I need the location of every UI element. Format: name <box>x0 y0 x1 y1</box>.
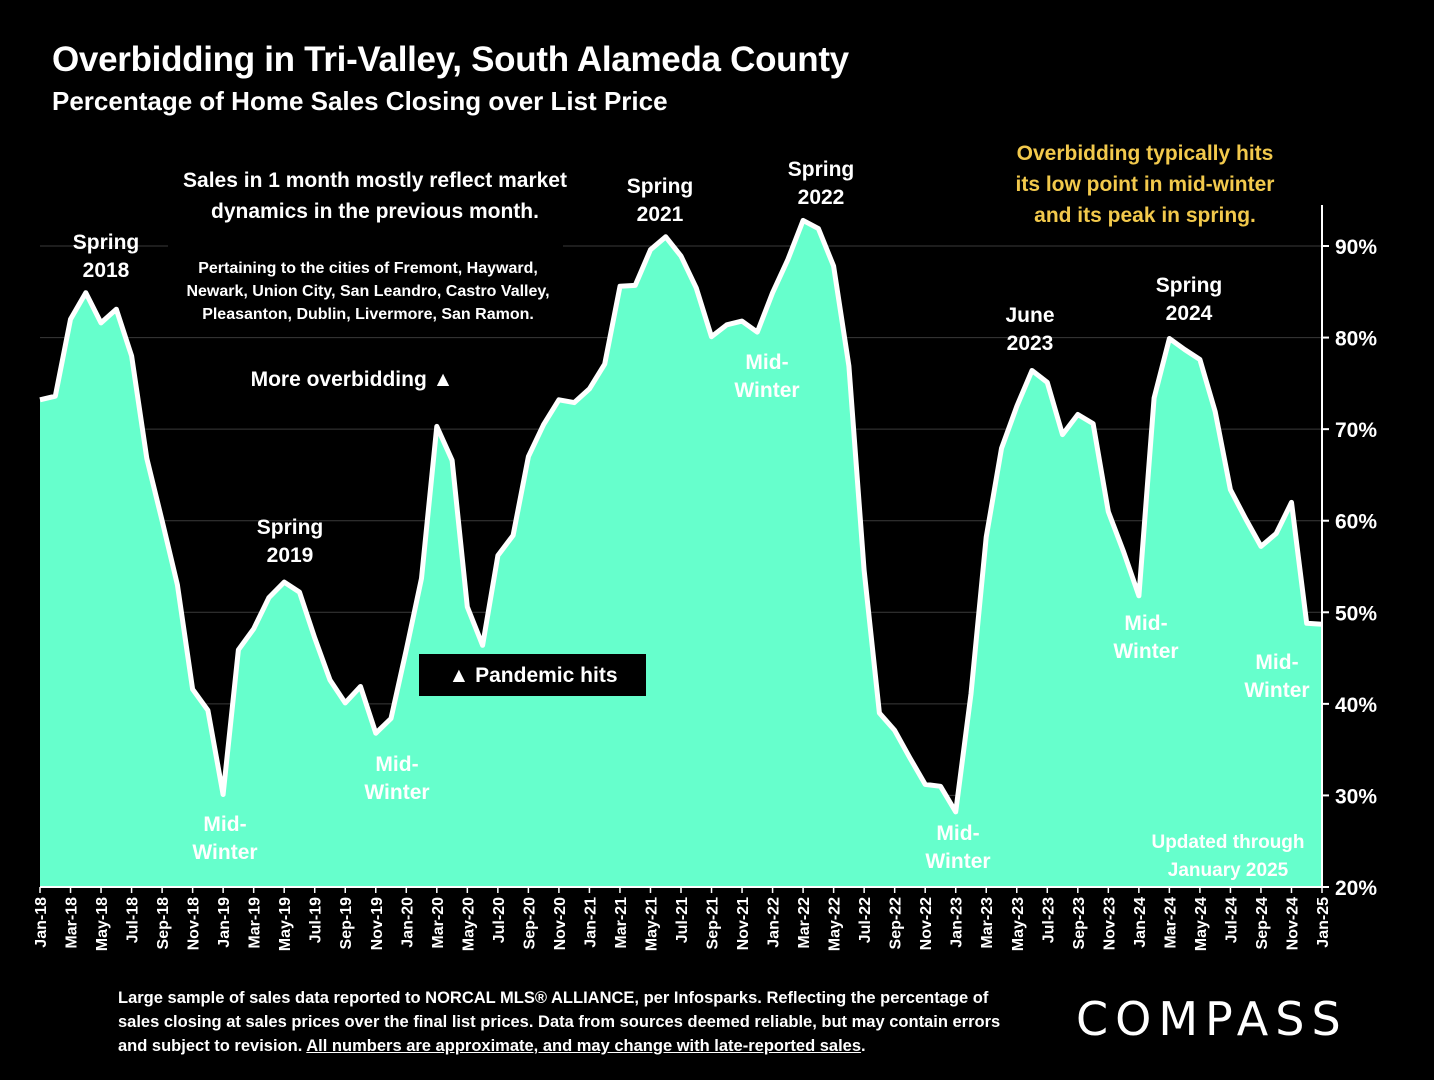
label-mid-winter-2025: Mid- <box>1255 651 1298 674</box>
x-tick-label: Sep-23 <box>1071 897 1088 950</box>
label-mid-winter-2022: Winter <box>734 379 799 402</box>
label-mid-winter-2020: Winter <box>364 781 429 804</box>
seasonality-note: Overbidding typically hits <box>1017 142 1274 165</box>
x-tick-label: Sep-20 <box>521 897 538 950</box>
label-mid-winter-2022: Mid- <box>745 351 788 374</box>
area-fill <box>40 220 1322 887</box>
x-tick-label: Nov-18 <box>186 897 203 950</box>
cities-note: Pertaining to the cities of Fremont, Hay… <box>198 260 538 277</box>
label-spring-2019: 2019 <box>267 544 314 567</box>
y-tick-label: 90% <box>1335 236 1377 259</box>
label-spring-2024: Spring <box>1156 274 1223 297</box>
label-spring-2022: 2022 <box>798 186 845 209</box>
page-subtitle: Percentage of Home Sales Closing over Li… <box>52 86 668 116</box>
x-tick-label: Nov-20 <box>552 897 569 950</box>
label-mid-winter-2020: Mid- <box>375 753 418 776</box>
x-tick-label: Jul-24 <box>1223 897 1240 943</box>
x-tick-label: Nov-23 <box>1101 897 1118 950</box>
x-tick-label: Jan-22 <box>766 897 783 948</box>
x-tick-label: Jan-20 <box>399 897 416 948</box>
x-tick-label: May-22 <box>827 897 844 951</box>
more-overbidding-label: More overbidding ▲ <box>251 368 454 391</box>
label-mid-winter-2025: Winter <box>1244 679 1309 702</box>
market-lag-note: Sales in 1 month mostly reflect market <box>183 169 567 192</box>
x-tick-label: Nov-24 <box>1284 897 1301 950</box>
label-spring-2024: 2024 <box>1166 302 1213 325</box>
cities-note: Pleasanton, Dublin, Livermore, San Ramon… <box>202 306 534 323</box>
x-tick-label: Mar-22 <box>796 897 813 949</box>
updated-through-note: January 2025 <box>1168 860 1289 881</box>
x-tick-label: Jan-24 <box>1132 897 1149 948</box>
y-tick-label: 80% <box>1335 328 1377 351</box>
x-tick-label: May-18 <box>94 897 111 951</box>
x-tick-label: Jul-23 <box>1040 897 1057 943</box>
series-line <box>39 217 1323 815</box>
label-mid-winter-2023: Winter <box>925 850 990 873</box>
label-spring-2018: 2018 <box>83 259 130 282</box>
x-tick-label: Jul-18 <box>125 897 142 943</box>
x-tick-label: May-19 <box>277 897 294 951</box>
x-tick-label: Nov-19 <box>369 897 386 950</box>
x-tick-label: Sep-21 <box>705 897 722 950</box>
label-june-2023: June <box>1005 304 1054 327</box>
x-tick-label: Jan-18 <box>33 897 50 948</box>
market-lag-note: dynamics in the previous month. <box>211 200 539 223</box>
x-tick-label: Jan-19 <box>216 897 233 948</box>
footnote-end: . <box>861 1037 866 1055</box>
label-spring-2021: Spring <box>627 175 694 198</box>
page-title: Overbidding in Tri-Valley, South Alameda… <box>52 40 849 79</box>
x-tick-label: Sep-24 <box>1254 897 1271 950</box>
footnote-disclaimer: All numbers are approximate, and may cha… <box>306 1037 862 1055</box>
x-tick-label: Mar-19 <box>247 897 264 949</box>
x-tick-label: Sep-18 <box>155 897 172 950</box>
x-tick-label: Mar-24 <box>1162 897 1179 949</box>
x-tick-label: Jul-20 <box>491 897 508 943</box>
seasonality-note: and its peak in spring. <box>1034 204 1256 227</box>
y-tick-label: 50% <box>1335 602 1377 625</box>
label-spring-2022: Spring <box>788 158 855 181</box>
x-tick-label: Jul-22 <box>857 897 874 943</box>
source-footnote: Large sample of sales data reported to N… <box>118 986 1018 1058</box>
label-mid-winter-2019: Winter <box>192 841 257 864</box>
y-tick-label: 30% <box>1335 785 1377 808</box>
x-tick-label: Sep-19 <box>338 897 355 950</box>
seasonality-note: its low point in mid-winter <box>1016 173 1275 196</box>
x-tick-label: Mar-23 <box>979 897 996 949</box>
label-spring-2021: 2021 <box>637 203 684 226</box>
x-tick-label: Nov-21 <box>735 897 752 950</box>
x-tick-label: Mar-20 <box>430 897 447 949</box>
x-tick-label: May-23 <box>1010 897 1027 951</box>
y-tick-label: 40% <box>1335 694 1377 717</box>
x-tick-label: Jan-21 <box>582 897 599 948</box>
x-tick-label: Jan-23 <box>949 897 966 948</box>
y-tick-label: 70% <box>1335 419 1377 442</box>
x-tick-label: Jul-19 <box>308 897 325 943</box>
y-tick-label: 60% <box>1335 511 1377 534</box>
label-mid-winter-2023: Mid- <box>936 822 979 845</box>
y-tick-label: 20% <box>1335 877 1377 900</box>
label-mid-winter-2024: Mid- <box>1124 612 1167 635</box>
x-tick-label: Sep-22 <box>888 897 905 950</box>
x-tick-label: Jan-25 <box>1315 897 1332 948</box>
label-mid-winter-2019: Mid- <box>203 813 246 836</box>
label-spring-2019: Spring <box>257 516 324 539</box>
cities-note: Newark, Union City, San Leandro, Castro … <box>186 283 549 300</box>
x-tick-label: Jul-21 <box>674 897 691 943</box>
pandemic-hits-label: ▲ Pandemic hits <box>449 664 618 687</box>
compass-logo: COMPASS <box>1076 992 1348 1046</box>
x-tick-label: Mar-18 <box>64 897 81 949</box>
updated-through-note: Updated through <box>1151 832 1304 853</box>
footnote-main: Large sample of sales data reported to N… <box>118 989 1001 1055</box>
x-tick-label: May-21 <box>643 897 660 951</box>
label-mid-winter-2024: Winter <box>1113 640 1178 663</box>
x-tick-label: May-24 <box>1193 897 1210 951</box>
x-tick-label: Nov-22 <box>918 897 935 950</box>
label-spring-2018: Spring <box>73 231 140 254</box>
x-tick-label: May-20 <box>460 897 477 951</box>
pandemic-label-bg <box>419 654 646 696</box>
x-tick-label: Mar-21 <box>613 897 630 949</box>
cities-note-bg <box>168 232 563 327</box>
label-june-2023: 2023 <box>1007 332 1054 355</box>
